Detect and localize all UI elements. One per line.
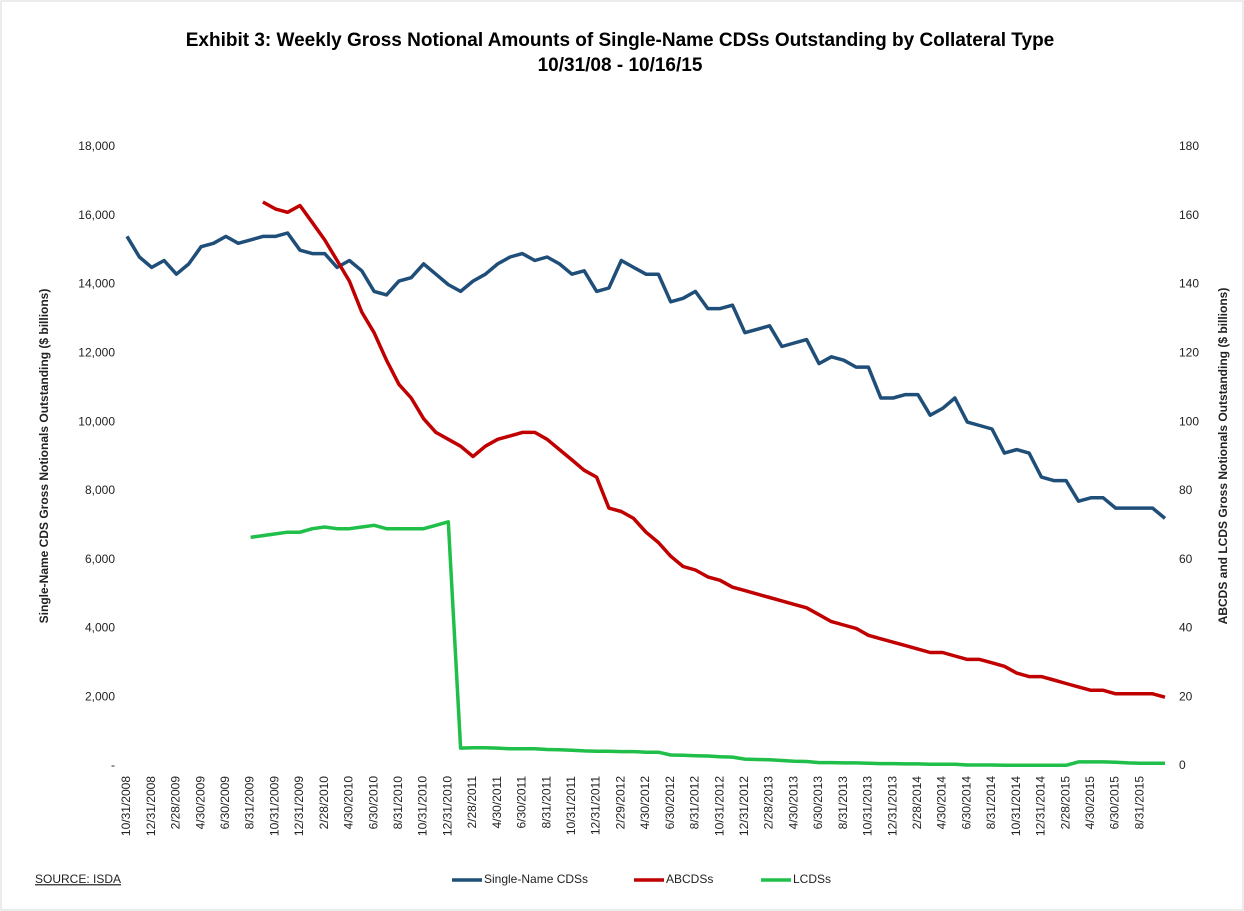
x-tick-label: 8/31/2013 [836,776,850,830]
x-tick-label: 6/30/2010 [366,776,380,830]
x-tick-label: 2/28/2011 [465,776,479,829]
x-tick-label: 10/31/2008 [119,776,133,836]
x-tick-label: 12/31/2009 [292,776,306,836]
x-tick-label: 10/31/2014 [1009,776,1023,836]
y2-tick-label: 80 [1179,483,1193,497]
x-tick-label: 4/30/2014 [935,776,949,830]
x-tick-label: 2/29/2012 [613,776,627,830]
x-tick-label: 10/31/2012 [712,776,726,836]
y-axis-label: Single-Name CDS Gross Notionals Outstand… [37,289,51,624]
legend-label: LCDSs [793,872,831,886]
y2-tick-label: 140 [1179,277,1199,291]
x-tick-label: 12/31/2012 [737,776,751,836]
series-line [262,200,1166,699]
y-tick-label: 18,000 [78,139,115,153]
x-tick-label: 8/31/2015 [1132,776,1146,830]
series-line [250,520,1165,768]
chart-subtitle: 10/31/08 - 10/16/15 [537,55,703,76]
x-tick-label: 2/28/2014 [910,776,924,830]
y-tick-label: - [111,758,115,772]
y2-axis-label: ABCDS and LCDS Gross Notionals Outstandi… [1216,288,1230,625]
x-tick-label: 6/30/2013 [811,776,825,830]
x-tick-label: 12/31/2008 [144,776,158,836]
y2-tick-label: 60 [1179,552,1193,566]
y2-tick-label: 100 [1179,414,1199,428]
y-tick-label: 2,000 [85,689,115,703]
y-tick-label: 16,000 [78,208,115,222]
x-tick-label: 10/31/2010 [416,776,430,836]
chart-title: Exhibit 3: Weekly Gross Notional Amounts… [185,30,1055,51]
x-tick-label: 6/30/2011 [515,776,529,829]
x-tick-label: 2/28/2010 [317,776,331,830]
x-tick-label: 6/30/2015 [1108,776,1122,830]
x-tick-label: 8/31/2009 [243,776,257,830]
x-tick-label: 8/31/2012 [688,776,702,830]
y-tick-label: 6,000 [85,552,115,566]
x-tick-label: 4/30/2013 [786,776,800,830]
y2-tick-label: 0 [1179,758,1186,772]
y2-tick-label: 20 [1179,689,1193,703]
x-tick-label: 8/31/2011 [539,776,553,829]
x-tick-label: 12/31/2011 [589,776,603,835]
x-tick-label: 4/30/2010 [342,776,356,830]
x-tick-label: 6/30/2012 [663,776,677,830]
x-tick-label: 12/31/2014 [1034,776,1048,836]
x-tick-label: 6/30/2014 [959,776,973,830]
y-tick-label: 4,000 [85,621,115,635]
y-tick-label: 8,000 [85,483,115,497]
x-tick-label: 2/28/2009 [169,776,183,830]
x-tick-label: 6/30/2009 [218,776,232,830]
x-tick-label: 4/30/2011 [490,776,504,829]
y-tick-label: 10,000 [78,414,115,428]
legend-label: ABCDSs [666,872,713,886]
x-tick-label: 8/31/2010 [391,776,405,830]
y2-tick-label: 40 [1179,621,1193,635]
x-tick-label: 4/30/2012 [638,776,652,830]
x-tick-label: 10/31/2013 [861,776,875,836]
x-tick-label: 4/30/2009 [193,776,207,830]
y-tick-label: 12,000 [78,346,115,360]
source: SOURCE: ISDA [35,872,121,886]
x-tick-label: 10/31/2011 [564,776,578,835]
x-tick-label: 2/28/2013 [762,776,776,830]
x-tick-label: 8/31/2014 [984,776,998,830]
y2-tick-label: 120 [1179,346,1199,360]
x-tick-label: 2/28/2015 [1058,776,1072,830]
title-block: Exhibit 3: Weekly Gross Notional Amounts… [140,28,1100,78]
x-tick-label: 12/31/2010 [440,776,454,836]
y2-tick-label: 180 [1179,139,1199,153]
legend-label: Single-Name CDSs [484,872,588,886]
y-tick-label: 14,000 [78,277,115,291]
x-tick-label: 10/31/2009 [267,776,281,836]
y2-tick-label: 160 [1179,208,1199,222]
x-tick-label: 12/31/2013 [885,776,899,836]
series-line [125,231,1167,520]
x-tick-label: 4/30/2015 [1083,776,1097,830]
